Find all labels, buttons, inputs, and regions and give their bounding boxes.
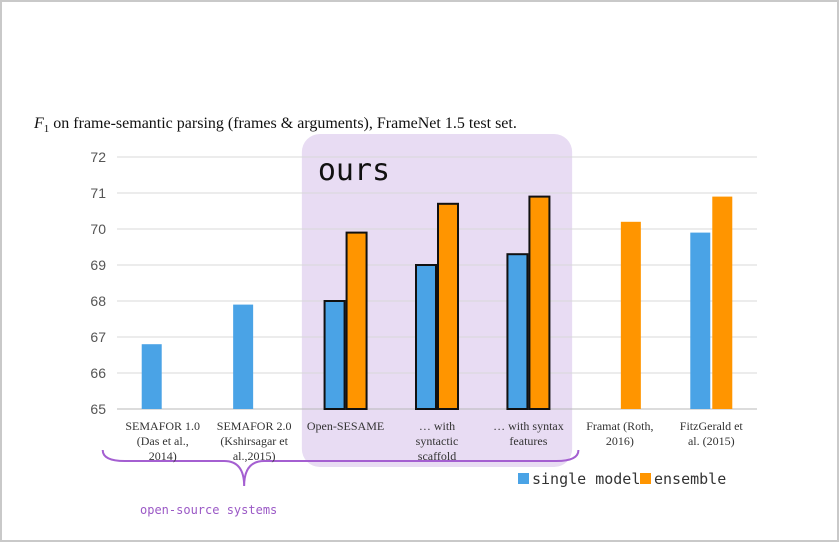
x-category-label: Framat (Roth, 2016) — [586, 419, 653, 448]
ours-label: ours — [318, 153, 390, 188]
x-category-label-line: (Das et al., — [137, 434, 189, 448]
y-tick-label: 65 — [90, 401, 106, 417]
bar-ensemble — [345, 231, 368, 410]
x-category-label-line: al. (2015) — [688, 434, 735, 448]
y-tick-label: 71 — [90, 185, 106, 201]
bar-ensemble — [437, 202, 459, 410]
x-category-label-line: FitzGerald et — [680, 419, 744, 433]
y-tick-label: 70 — [90, 221, 106, 237]
x-category-label: … with syntactic scaffold — [416, 419, 459, 463]
y-tick-label: 68 — [90, 293, 106, 309]
bar-single-model — [323, 300, 346, 410]
x-category-label-line: (Kshirsagar et — [220, 434, 288, 448]
x-category-label-line: 2014) — [149, 449, 177, 463]
legend-label-single-model: single model — [532, 470, 640, 488]
x-category-label: … with syntax features — [493, 419, 564, 448]
open-source-brace — [101, 449, 580, 487]
x-category-label-line: Framat (Roth, — [586, 419, 653, 433]
y-tick-label: 69 — [90, 257, 106, 273]
x-category-label-line: … with — [419, 419, 455, 433]
legend-label-ensemble: ensemble — [654, 470, 726, 488]
x-category-label-line: scaffold — [418, 449, 456, 463]
y-tick-label: 66 — [90, 365, 106, 381]
x-category-label-line: syntactic — [416, 434, 459, 448]
bars — [141, 195, 733, 410]
bar-single-model — [506, 253, 529, 410]
bar-ensemble — [528, 195, 551, 410]
labels: ours 65 66 67 68 69 70 71 72 SEMAFOR 1.0 (Das et a… — [90, 149, 743, 517]
legend-swatch-single-model — [518, 473, 529, 484]
title-f-symbol: F — [34, 115, 44, 132]
x-category-label-line: 2016) — [606, 434, 634, 448]
x-category-label: SEMAFOR 2.0 (Kshirsagar et al.,2015) — [217, 419, 292, 463]
title-text: on frame-semantic parsing (frames & argu… — [49, 115, 517, 132]
bar-single-model — [141, 344, 162, 409]
y-tick-label: 72 — [90, 149, 106, 165]
x-category-label-line: Open-SESAME — [307, 419, 384, 433]
x-category-label-line: SEMAFOR 1.0 — [125, 419, 200, 433]
x-category-label: Open-SESAME — [307, 419, 384, 433]
title-subscript: 1 — [43, 123, 50, 136]
open-source-systems-label: open-source systems — [140, 503, 277, 517]
bar-single-model — [690, 232, 711, 409]
x-category-label: FitzGerald et al. (2015) — [680, 419, 744, 448]
x-category-label-line: SEMAFOR 2.0 — [217, 419, 292, 433]
x-category-label: SEMAFOR 1.0 (Das et al., 2014) — [125, 419, 200, 463]
bar-ensemble — [712, 196, 733, 409]
x-category-label-line: al.,2015) — [233, 449, 276, 463]
legend: single model ensemble — [518, 470, 726, 488]
legend-swatch-ensemble — [640, 473, 651, 484]
chart-title: F1 on frame-semantic parsing (frames & a… — [34, 115, 517, 135]
x-category-label-line: features — [509, 434, 547, 448]
bar-ensemble — [620, 221, 641, 409]
bar-single-model — [415, 264, 437, 410]
x-category-label-line: … with syntax — [493, 419, 564, 433]
bar-single-model — [233, 304, 254, 409]
y-tick-label: 67 — [90, 329, 106, 345]
